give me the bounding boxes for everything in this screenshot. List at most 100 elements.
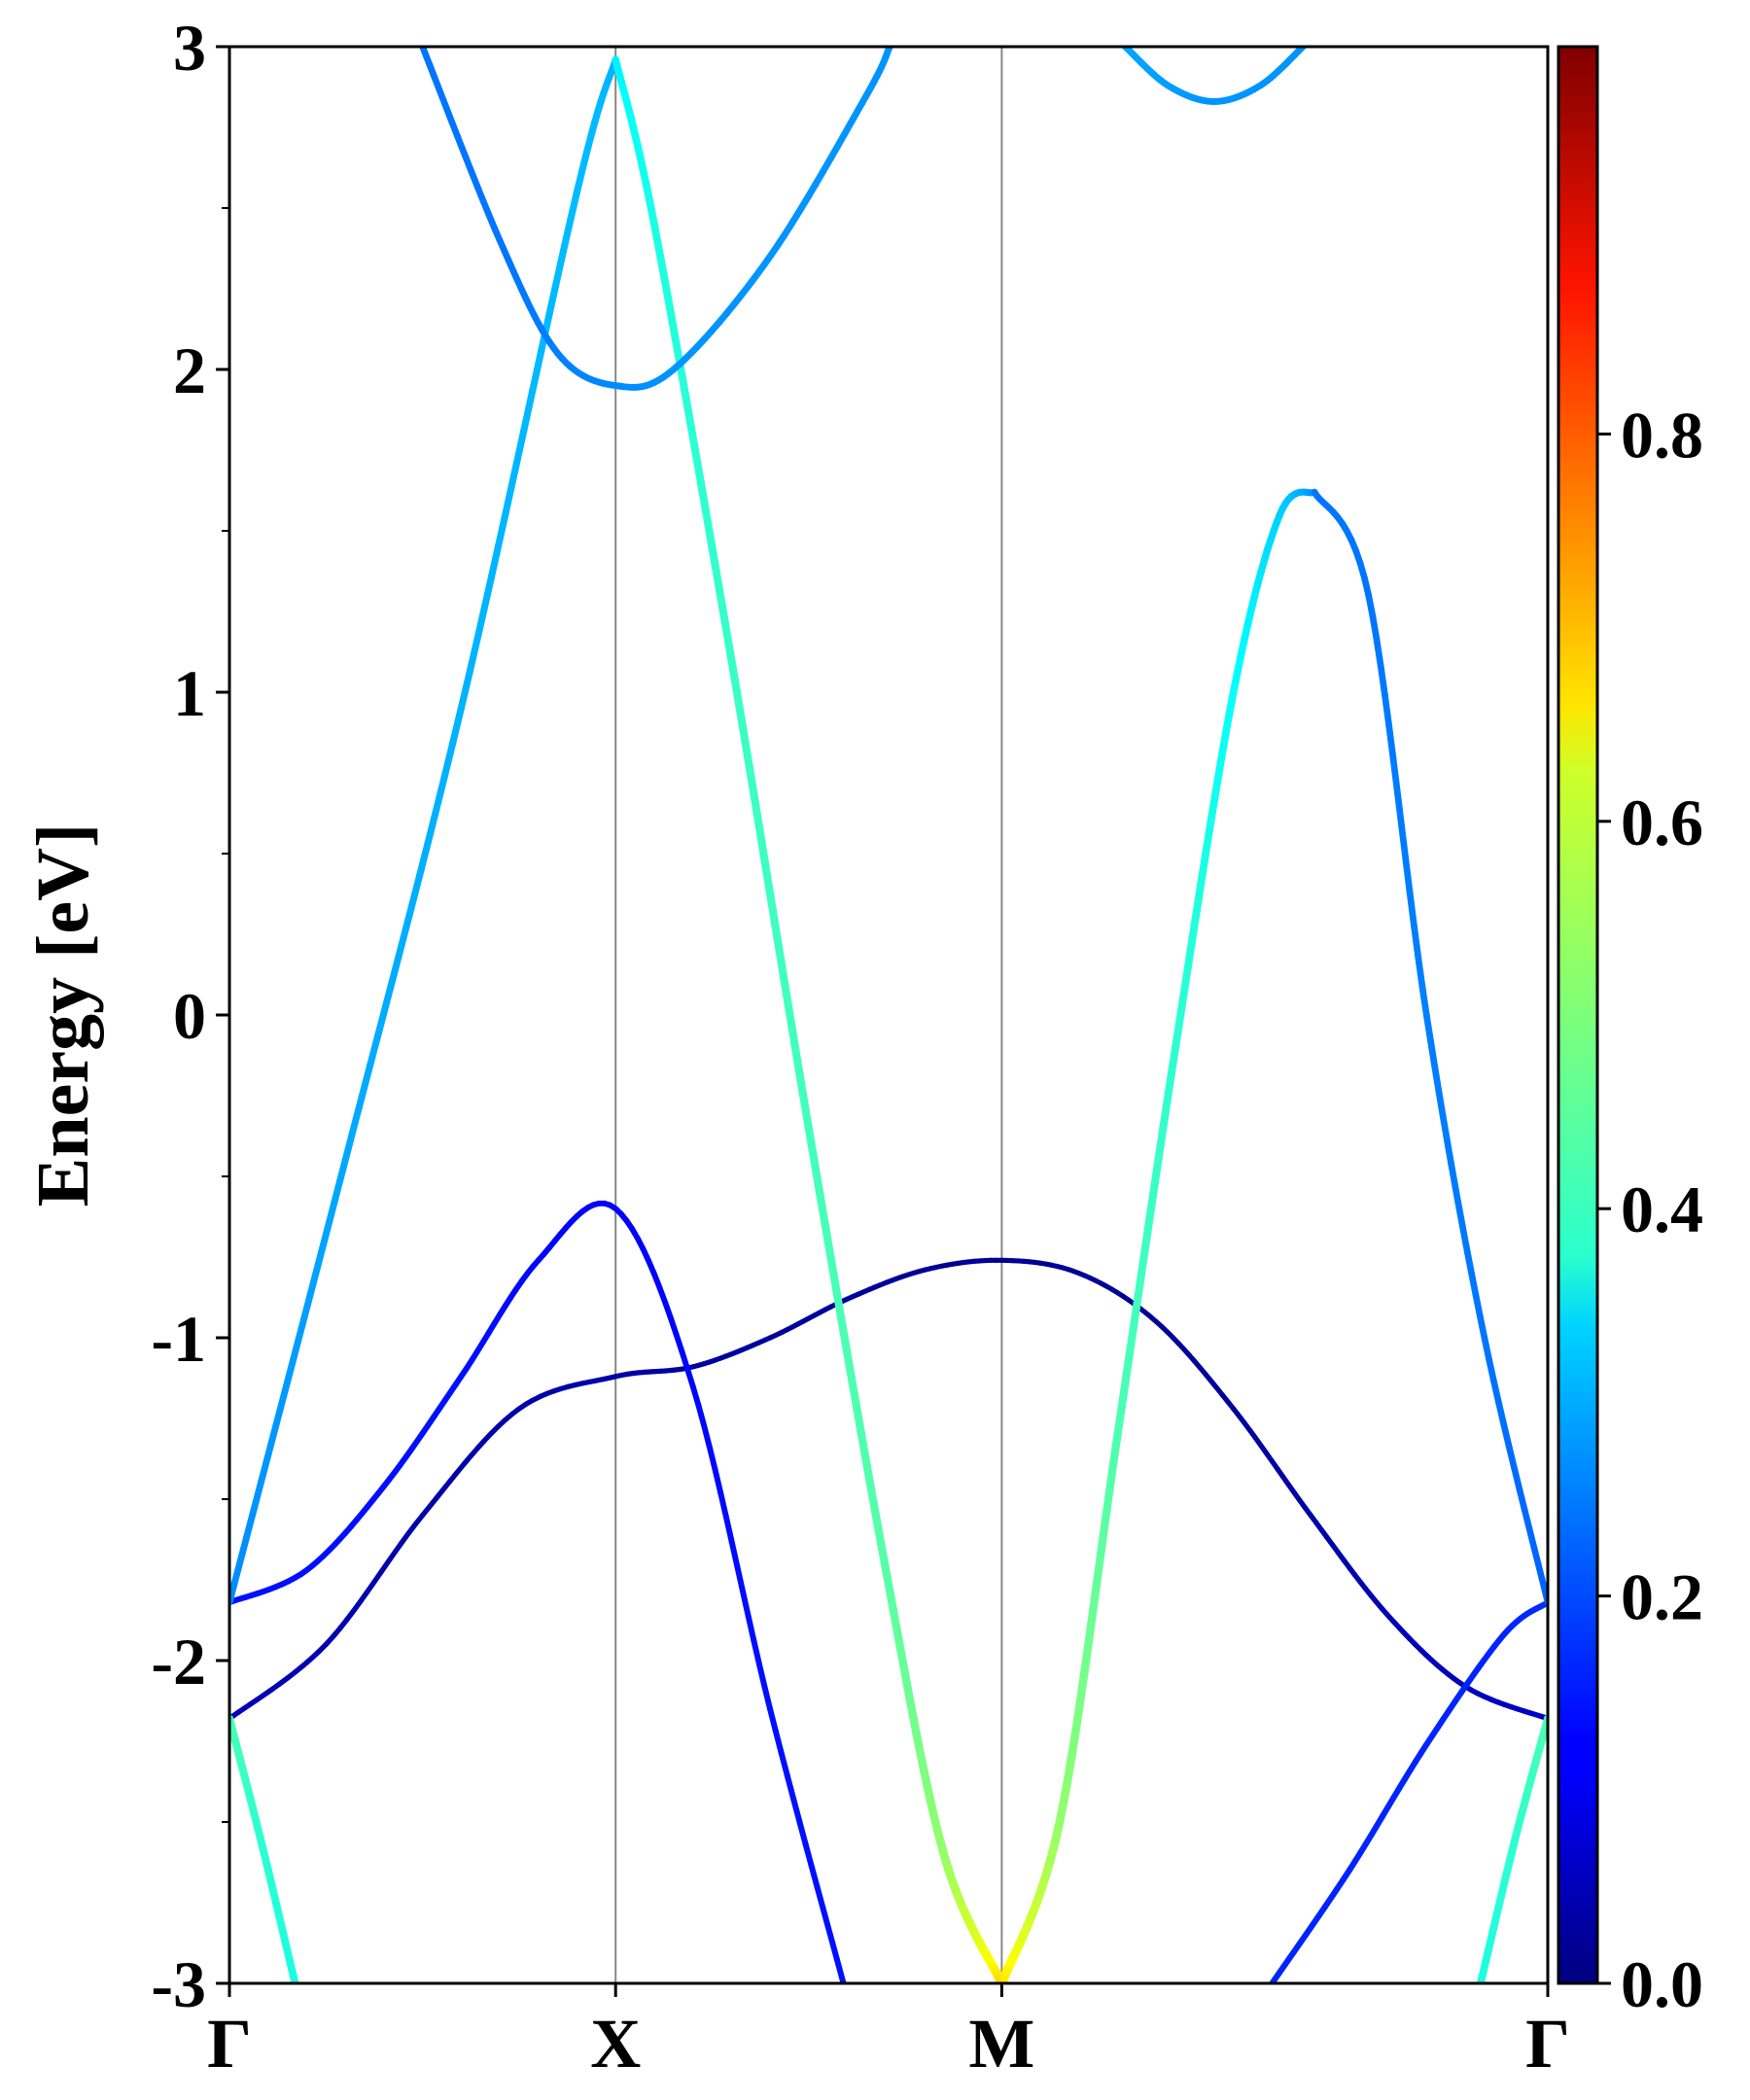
band-segment	[1373, 636, 1384, 670]
y-tick-label: -2	[151, 1625, 206, 1698]
band-segment	[1138, 1235, 1151, 1272]
band-segment	[1500, 1421, 1513, 1452]
band-segment	[777, 957, 791, 999]
band-segment	[296, 1296, 313, 1341]
band-segment	[695, 1402, 707, 1428]
band-segment	[1121, 1347, 1135, 1383]
band-segment	[1402, 856, 1414, 896]
band-segment	[1172, 1016, 1184, 1052]
band-segment	[305, 1260, 322, 1304]
y-tick-label: 0	[173, 979, 206, 1053]
band-segment	[810, 1156, 824, 1199]
band-segment	[1443, 1137, 1454, 1167]
band-segment	[712, 1466, 724, 1496]
band-segment	[771, 923, 786, 965]
band-segment	[808, 1863, 821, 1891]
band-segment	[1064, 1749, 1076, 1783]
band-segment	[1113, 1402, 1126, 1439]
band-segment	[1104, 1458, 1118, 1496]
band-segment	[1516, 1487, 1528, 1515]
band-segment	[1093, 1548, 1105, 1587]
band-segment	[400, 903, 415, 943]
band-7	[1311, 488, 1548, 1606]
band-6	[997, 488, 1318, 1983]
band-segment	[882, 1565, 895, 1600]
band-segment	[449, 705, 465, 747]
band-segment	[1134, 1263, 1147, 1299]
band-segment	[760, 856, 775, 898]
band-segment	[754, 822, 769, 864]
y-tick-label: 2	[173, 333, 206, 407]
band-segment	[766, 890, 780, 932]
band-segment	[1071, 1696, 1085, 1732]
band-segment	[824, 1923, 836, 1947]
band-segment	[856, 1420, 870, 1460]
band-segment	[391, 935, 407, 974]
band-segment	[1126, 1318, 1138, 1355]
band-segment	[706, 1443, 718, 1473]
band-segment	[1418, 984, 1430, 1019]
band-segment	[1511, 1465, 1523, 1494]
band-segment	[433, 773, 448, 814]
band-segment	[799, 1091, 813, 1133]
band-segment	[1179, 962, 1193, 998]
band-1	[229, 1257, 1548, 1722]
band-segment	[673, 1331, 685, 1354]
band-segment	[844, 1356, 858, 1397]
band-segment	[751, 1637, 762, 1667]
band-segment	[1175, 989, 1188, 1025]
band-segment	[1382, 691, 1393, 729]
band-segment	[790, 1796, 803, 1825]
band-segment	[510, 426, 528, 475]
y-tick-label: 1	[173, 656, 206, 730]
band-segment	[1155, 1124, 1168, 1160]
band-segment	[1206, 800, 1218, 834]
band-segment	[814, 1884, 826, 1911]
band-segment	[767, 1705, 779, 1734]
band-segment	[259, 1441, 275, 1482]
band-segment	[659, 267, 673, 303]
band-segment	[733, 688, 747, 730]
x-tick-label: Γ	[1525, 2005, 1570, 2082]
band-segment	[738, 721, 752, 763]
band-segment	[804, 1124, 819, 1165]
band-segment	[1088, 1578, 1102, 1617]
band-segment	[778, 1750, 790, 1779]
band-5	[612, 55, 1007, 1983]
band-segment	[850, 1388, 864, 1429]
band-segment	[250, 1474, 266, 1513]
band-9	[1476, 1714, 1548, 1983]
band-segment	[1163, 1069, 1175, 1105]
colorbar-tick-label: 0.0	[1621, 1947, 1703, 2021]
band-segment	[816, 1189, 830, 1232]
band-segment	[710, 555, 724, 598]
band-segment	[1197, 853, 1209, 888]
band-segment	[721, 623, 736, 664]
band-segment	[826, 1256, 842, 1299]
band-segment	[683, 1365, 696, 1389]
band-10	[419, 47, 893, 391]
band-segment	[701, 1421, 713, 1450]
colorbar-tick-label: 0.4	[1621, 1172, 1703, 1246]
band-segment	[286, 1333, 303, 1378]
colorbar-gradient	[1557, 45, 1599, 1985]
band-segment	[1452, 1182, 1463, 1212]
band-segment	[1435, 1088, 1447, 1120]
band-segment	[669, 324, 683, 363]
band-segment	[276, 1370, 294, 1414]
band-segment	[1481, 1334, 1492, 1363]
band-segment	[1411, 922, 1422, 962]
band-segment	[440, 739, 457, 781]
band-segment	[502, 468, 519, 517]
band-segment	[1068, 1723, 1081, 1759]
band-segment	[561, 213, 575, 250]
band-segment	[1130, 1290, 1142, 1327]
band-segment	[722, 1514, 735, 1545]
band-2	[229, 1200, 847, 1983]
band-segment	[416, 838, 432, 879]
band-segment	[1439, 1112, 1451, 1143]
band-segment	[1209, 776, 1222, 809]
band-segment	[734, 1563, 746, 1594]
